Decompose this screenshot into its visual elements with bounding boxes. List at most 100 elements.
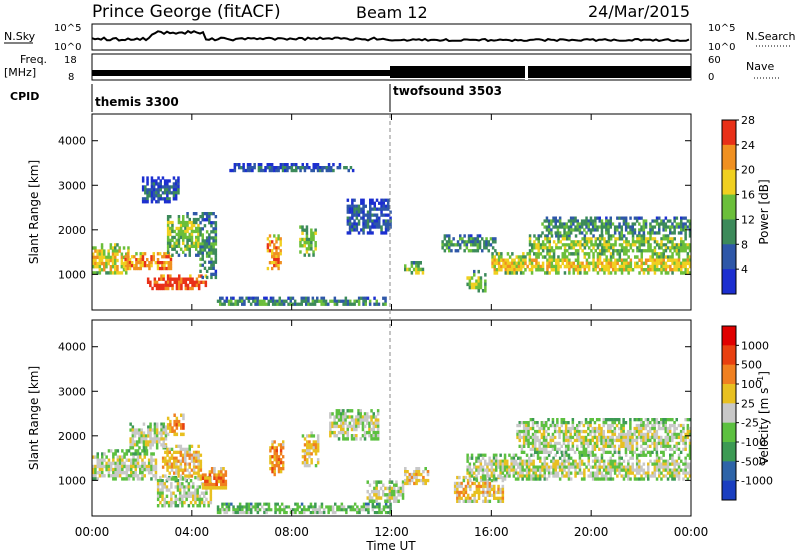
colorbar-swatch [722,120,736,146]
colorbar-swatch [722,364,736,385]
colorbar-swatch [722,384,736,404]
nsky-series [91,29,690,43]
y-tick-label: 3000 [58,385,86,398]
y-tick-label: 2000 [58,430,86,443]
power-panel-echo-band [404,261,425,275]
colorbar-tick-label: -100 [741,436,766,449]
power-data [92,163,692,306]
velocity-panel-echo-band [161,444,203,481]
nsky-tick-top: 10^5 [54,23,81,34]
colorbar-tick-label: 16 [741,189,755,202]
colorbar-tick-label: 8 [741,238,748,251]
velocity-panel-echo-band [166,413,185,437]
velocity-panel-echo-band [404,467,430,486]
x-tick-label: 04:00 [175,525,210,539]
colorbar-swatch [722,461,736,482]
velocity-panel-echo-band [453,475,505,503]
velocity-panel-echo-band [216,502,392,515]
y-tick-label: 4000 [58,135,86,148]
velocity-data [92,409,692,515]
colorbar-tick-label: 1000 [741,339,769,352]
colorbar-tick-label: 24 [741,139,755,152]
x-axis-label: Time UT [365,539,416,553]
colorbar-swatch [722,244,736,270]
power-panel-echo-band [466,269,487,293]
colorbar-swatch [722,403,736,424]
velocity-ylabel: Slant Range [km] [27,366,41,470]
power-panel-echo-band [199,212,218,280]
velocity-panel-echo-band [466,453,692,481]
velocity-panel-echo-band [301,431,320,468]
cpid-label: CPID [10,90,39,103]
colorbar-swatch [722,442,736,462]
colorbar-tick-label: 28 [741,114,755,127]
power-panel-echo-band [229,163,355,173]
colorbar-tick-label: -25 [741,417,759,430]
freq-label: Freq. [20,53,47,66]
y-tick-label: 1000 [58,474,86,487]
cpid-strip: CPID themis 3300 twofsound 3503 [10,84,502,112]
x-tick-label: 20:00 [574,525,609,539]
colorbar-swatch [722,480,736,501]
power-panel-echo-band [541,216,692,235]
colorbar-swatch [722,269,736,295]
nave-tick-bottom: 0 [708,72,714,83]
date-label: 24/Mar/2015 [588,2,690,21]
nave-series-b [390,66,691,78]
power-panel-echo-band [166,212,200,257]
power-panel-echo-band [216,296,387,306]
nsky-label: N.Sky [4,30,36,43]
nave-label: Nave [746,60,774,73]
x-tick-label: 00:00 [674,525,709,539]
velocity-panel-echo-band [92,449,158,481]
colorbar-tick-label: 100 [741,378,762,391]
colorbar-tick-label: -500 [741,455,766,468]
power-panel-echo-band [491,252,692,275]
power-panel-echo-band [441,234,497,253]
freq-tick-bottom: 8 [68,72,74,83]
velocity-panel-echo-band [269,440,285,477]
freq-tick-top: 18 [64,55,77,66]
power-panel-echo-band [146,274,208,291]
beam-label: Beam 12 [356,3,428,22]
nave-tick-top: 60 [708,55,721,66]
radar-title: Prince George (fitACF) [92,2,281,22]
colorbar-tick-label: 4 [741,263,748,276]
nsearch-label: N.Search [746,30,796,43]
colorbar-swatch [722,144,736,171]
velocity-panel-echo-band [201,467,228,490]
velocity-panel-echo-band [516,418,692,454]
colorbar-tick-label: -1000 [741,475,773,488]
colorbar-swatch [722,194,736,220]
power-ylabel: Slant Range [km] [27,160,41,264]
velocity-colorbar-label: Velocity [m s -1] [756,371,771,465]
colorbar-tick-label: 12 [741,213,755,226]
nsearch-tick-top: 10^5 [708,23,735,34]
colorbar-tick-label: 500 [741,359,762,372]
power-panel-echo-band [299,225,317,257]
nsky-tick-bottom: 10^0 [54,42,81,53]
colorbar-swatch [722,326,736,346]
x-tick-label: 08:00 [274,525,309,539]
velocity-panel-echo-band [129,422,168,450]
power-panel: 1000 2000 3000 4000 Slant Range [km] [27,113,692,311]
colorbar-swatch [722,169,736,196]
colorbar-tick-label: 25 [741,397,755,410]
power-colorbar-label: Power [dB] [757,179,771,244]
colorbar-swatch [722,422,736,443]
colorbar-tick-label: 20 [741,164,755,177]
power-panel-echo-band [92,243,130,275]
nsearch-tick-bottom: 10^0 [708,42,735,53]
velocity-panel-echo-band [366,480,405,503]
power-panel-echo-band [346,198,392,235]
velocity-panel-echo-band [329,409,380,441]
y-tick-label: 4000 [58,341,86,354]
power-panel-echo-band [141,176,180,204]
noise-strip: N.Sky 10^5 10^0 10^5 10^0 N.Search [4,23,796,53]
x-tick-label: 12:00 [374,525,409,539]
mode-twofsound: twofsound 3503 [393,84,502,98]
x-tick-label: 16:00 [474,525,509,539]
colorbar-swatch [722,345,736,366]
freq-strip: Freq. [MHz] 18 8 60 0 Nave [4,53,780,83]
